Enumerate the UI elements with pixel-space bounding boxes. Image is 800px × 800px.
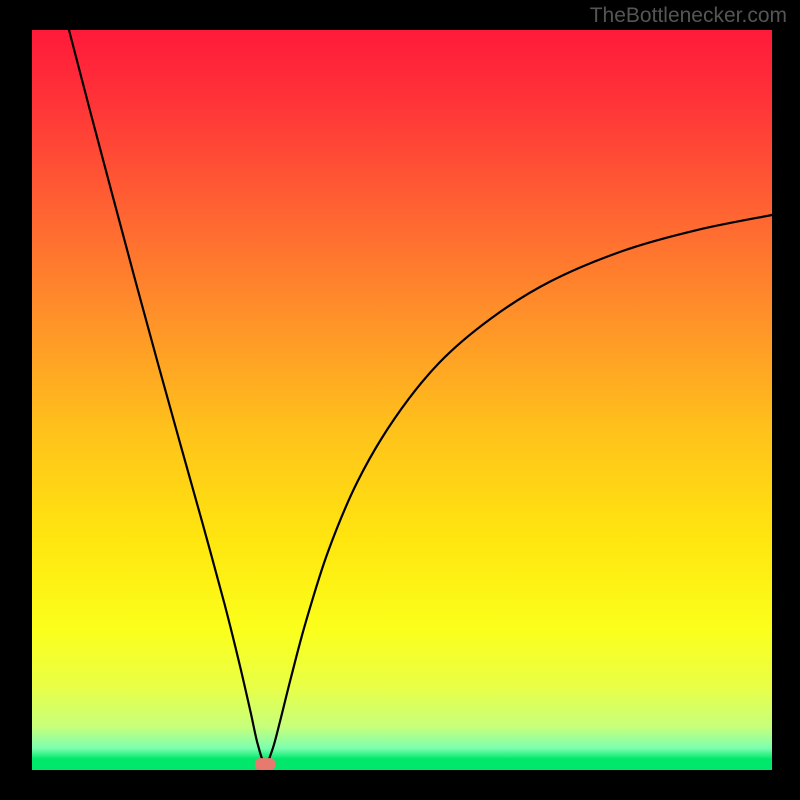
bottleneck-curve (69, 30, 772, 764)
chart-container: TheBottlenecker.com (0, 0, 800, 800)
watermark-text: TheBottlenecker.com (590, 4, 787, 28)
plot-area (32, 30, 772, 770)
curve-layer (32, 30, 772, 770)
min-marker (255, 758, 276, 770)
